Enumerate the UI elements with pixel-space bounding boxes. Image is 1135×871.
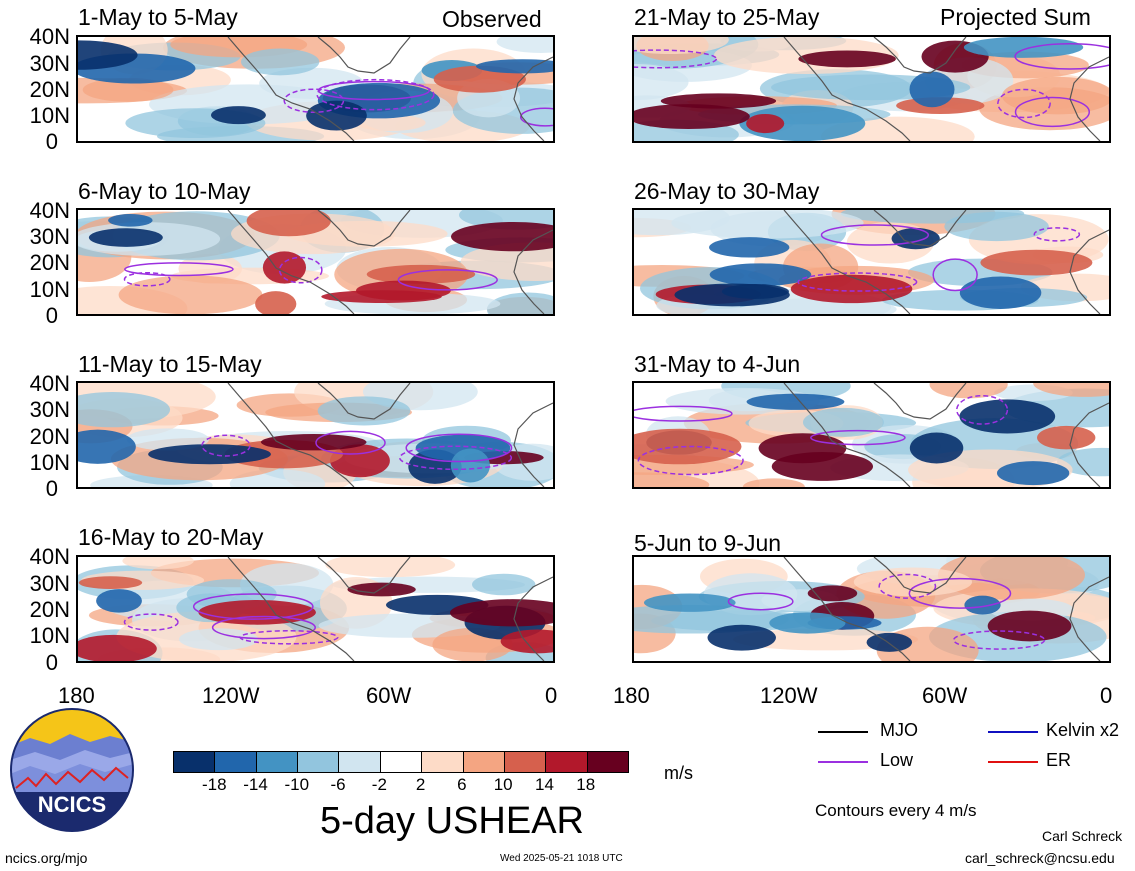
map-panel-7 [76, 555, 555, 663]
email: carl_schreck@ncsu.edu [965, 850, 1115, 866]
colorbar-swatch [545, 752, 587, 772]
panel-title-2: 21-May to 25-May [634, 4, 820, 30]
colorbar-units: m/s [664, 763, 693, 783]
map-panel-2 [632, 35, 1111, 143]
colorbar-swatch [503, 752, 546, 772]
contours-note: Contours every 4 m/s [815, 801, 977, 820]
er-legend-label: ER [1046, 750, 1072, 770]
colorbar-swatch [586, 752, 628, 772]
colorbar-swatch [462, 752, 504, 772]
lat-label: 0 [45, 129, 58, 154]
shear-field [78, 37, 553, 141]
lon-label: 0 [1100, 683, 1113, 708]
colorbar-swatch [379, 752, 422, 772]
lat-label: 10N [29, 450, 70, 475]
shear-field [78, 210, 553, 314]
panel-title-5: 11-May to 15-May [78, 351, 262, 377]
lon-label: 60W [922, 683, 968, 708]
shear-field [634, 210, 1109, 314]
main-title: 5-day USHEAR [320, 800, 584, 842]
lat-label: 0 [45, 303, 58, 328]
lon-label: 180 [613, 683, 650, 708]
colorbar-swatch [174, 752, 215, 772]
map-panel-5 [76, 381, 555, 489]
timestamp: Wed 2025-05-21 1018 UTC [500, 853, 623, 864]
shear-field [78, 557, 553, 661]
site-link[interactable]: ncics.org/mjo [5, 850, 88, 866]
map-panel-8 [632, 555, 1111, 663]
shear-field [78, 383, 553, 487]
colorbar-tick-label: 10 [493, 775, 513, 794]
colorbar-tick-label: 6 [457, 775, 467, 794]
colorbar-tick-label: -18 [201, 775, 227, 794]
mjo-legend-label: MJO [880, 720, 918, 740]
panel-title-6: 31-May to 4-Jun [634, 351, 801, 377]
lat-label: 40N [29, 544, 70, 569]
lat-label: 40N [29, 198, 70, 223]
map-panel-1 [76, 35, 555, 143]
er-legend-line [988, 761, 1038, 763]
lat-label: 10N [29, 623, 70, 648]
colorbar-swatch [214, 752, 256, 772]
panel-title-1: 1-May to 5-May [78, 4, 238, 30]
mjo-legend-line [818, 731, 868, 733]
panel-title-3: 6-May to 10-May [78, 178, 251, 204]
ncics-logo: NCICS [10, 708, 134, 832]
colorbar-swatch [255, 752, 298, 772]
lat-label: 10N [29, 103, 70, 128]
panel-title-4: 26-May to 30-May [634, 178, 820, 204]
colorbar [173, 751, 629, 773]
colorbar-tick-label: 14 [534, 775, 554, 794]
colorbar-tick-label: -6 [330, 775, 346, 794]
lon-label: 120W [760, 683, 818, 708]
colorbar-tick-label: -14 [243, 775, 268, 794]
colorbar-tick-label: 18 [576, 775, 596, 794]
lat-label: 20N [29, 77, 70, 102]
map-panel-4 [632, 208, 1111, 316]
lat-label: 0 [45, 650, 58, 675]
lon-label: 180 [58, 683, 95, 708]
projected-sum-label: Projected Sum [940, 4, 1091, 30]
lon-label: 120W [202, 683, 260, 708]
low-legend-line [818, 761, 868, 763]
lat-label: 30N [29, 224, 70, 249]
colorbar-tick-label: 2 [415, 775, 426, 794]
shear-field [634, 557, 1109, 661]
lat-label: 20N [29, 250, 70, 275]
colorbar-tick-label: -10 [284, 775, 310, 794]
map-panel-6 [632, 381, 1111, 489]
shear-field [634, 383, 1109, 487]
lat-label: 10N [29, 277, 70, 302]
low-legend-label: Low [880, 750, 914, 770]
colorbar-tick-label: -2 [371, 775, 387, 794]
lat-label: 20N [29, 597, 70, 622]
shear-field [634, 37, 1109, 141]
author: Carl Schreck [1042, 828, 1123, 844]
logo-text: NCICS [38, 792, 106, 817]
lat-label: 40N [29, 24, 70, 49]
lat-label: 30N [29, 571, 70, 596]
lat-label: 20N [29, 424, 70, 449]
observed-label: Observed [442, 6, 542, 32]
kelvin-legend-label: Kelvin x2 [1046, 720, 1120, 740]
lon-label: 0 [545, 683, 558, 708]
colorbar-swatch [297, 752, 339, 772]
panel-title-7: 16-May to 20-May [78, 524, 264, 550]
panel-title-8: 5-Jun to 9-Jun [634, 530, 782, 556]
map-panel-3 [76, 208, 555, 316]
colorbar-swatch [338, 752, 380, 772]
lat-label: 40N [29, 371, 70, 396]
lat-label: 30N [29, 51, 70, 76]
lat-label: 30N [29, 397, 70, 422]
kelvin-legend-line [988, 731, 1038, 733]
lat-label: 0 [45, 476, 58, 501]
lon-label: 60W [366, 683, 412, 708]
colorbar-swatch [421, 752, 463, 772]
